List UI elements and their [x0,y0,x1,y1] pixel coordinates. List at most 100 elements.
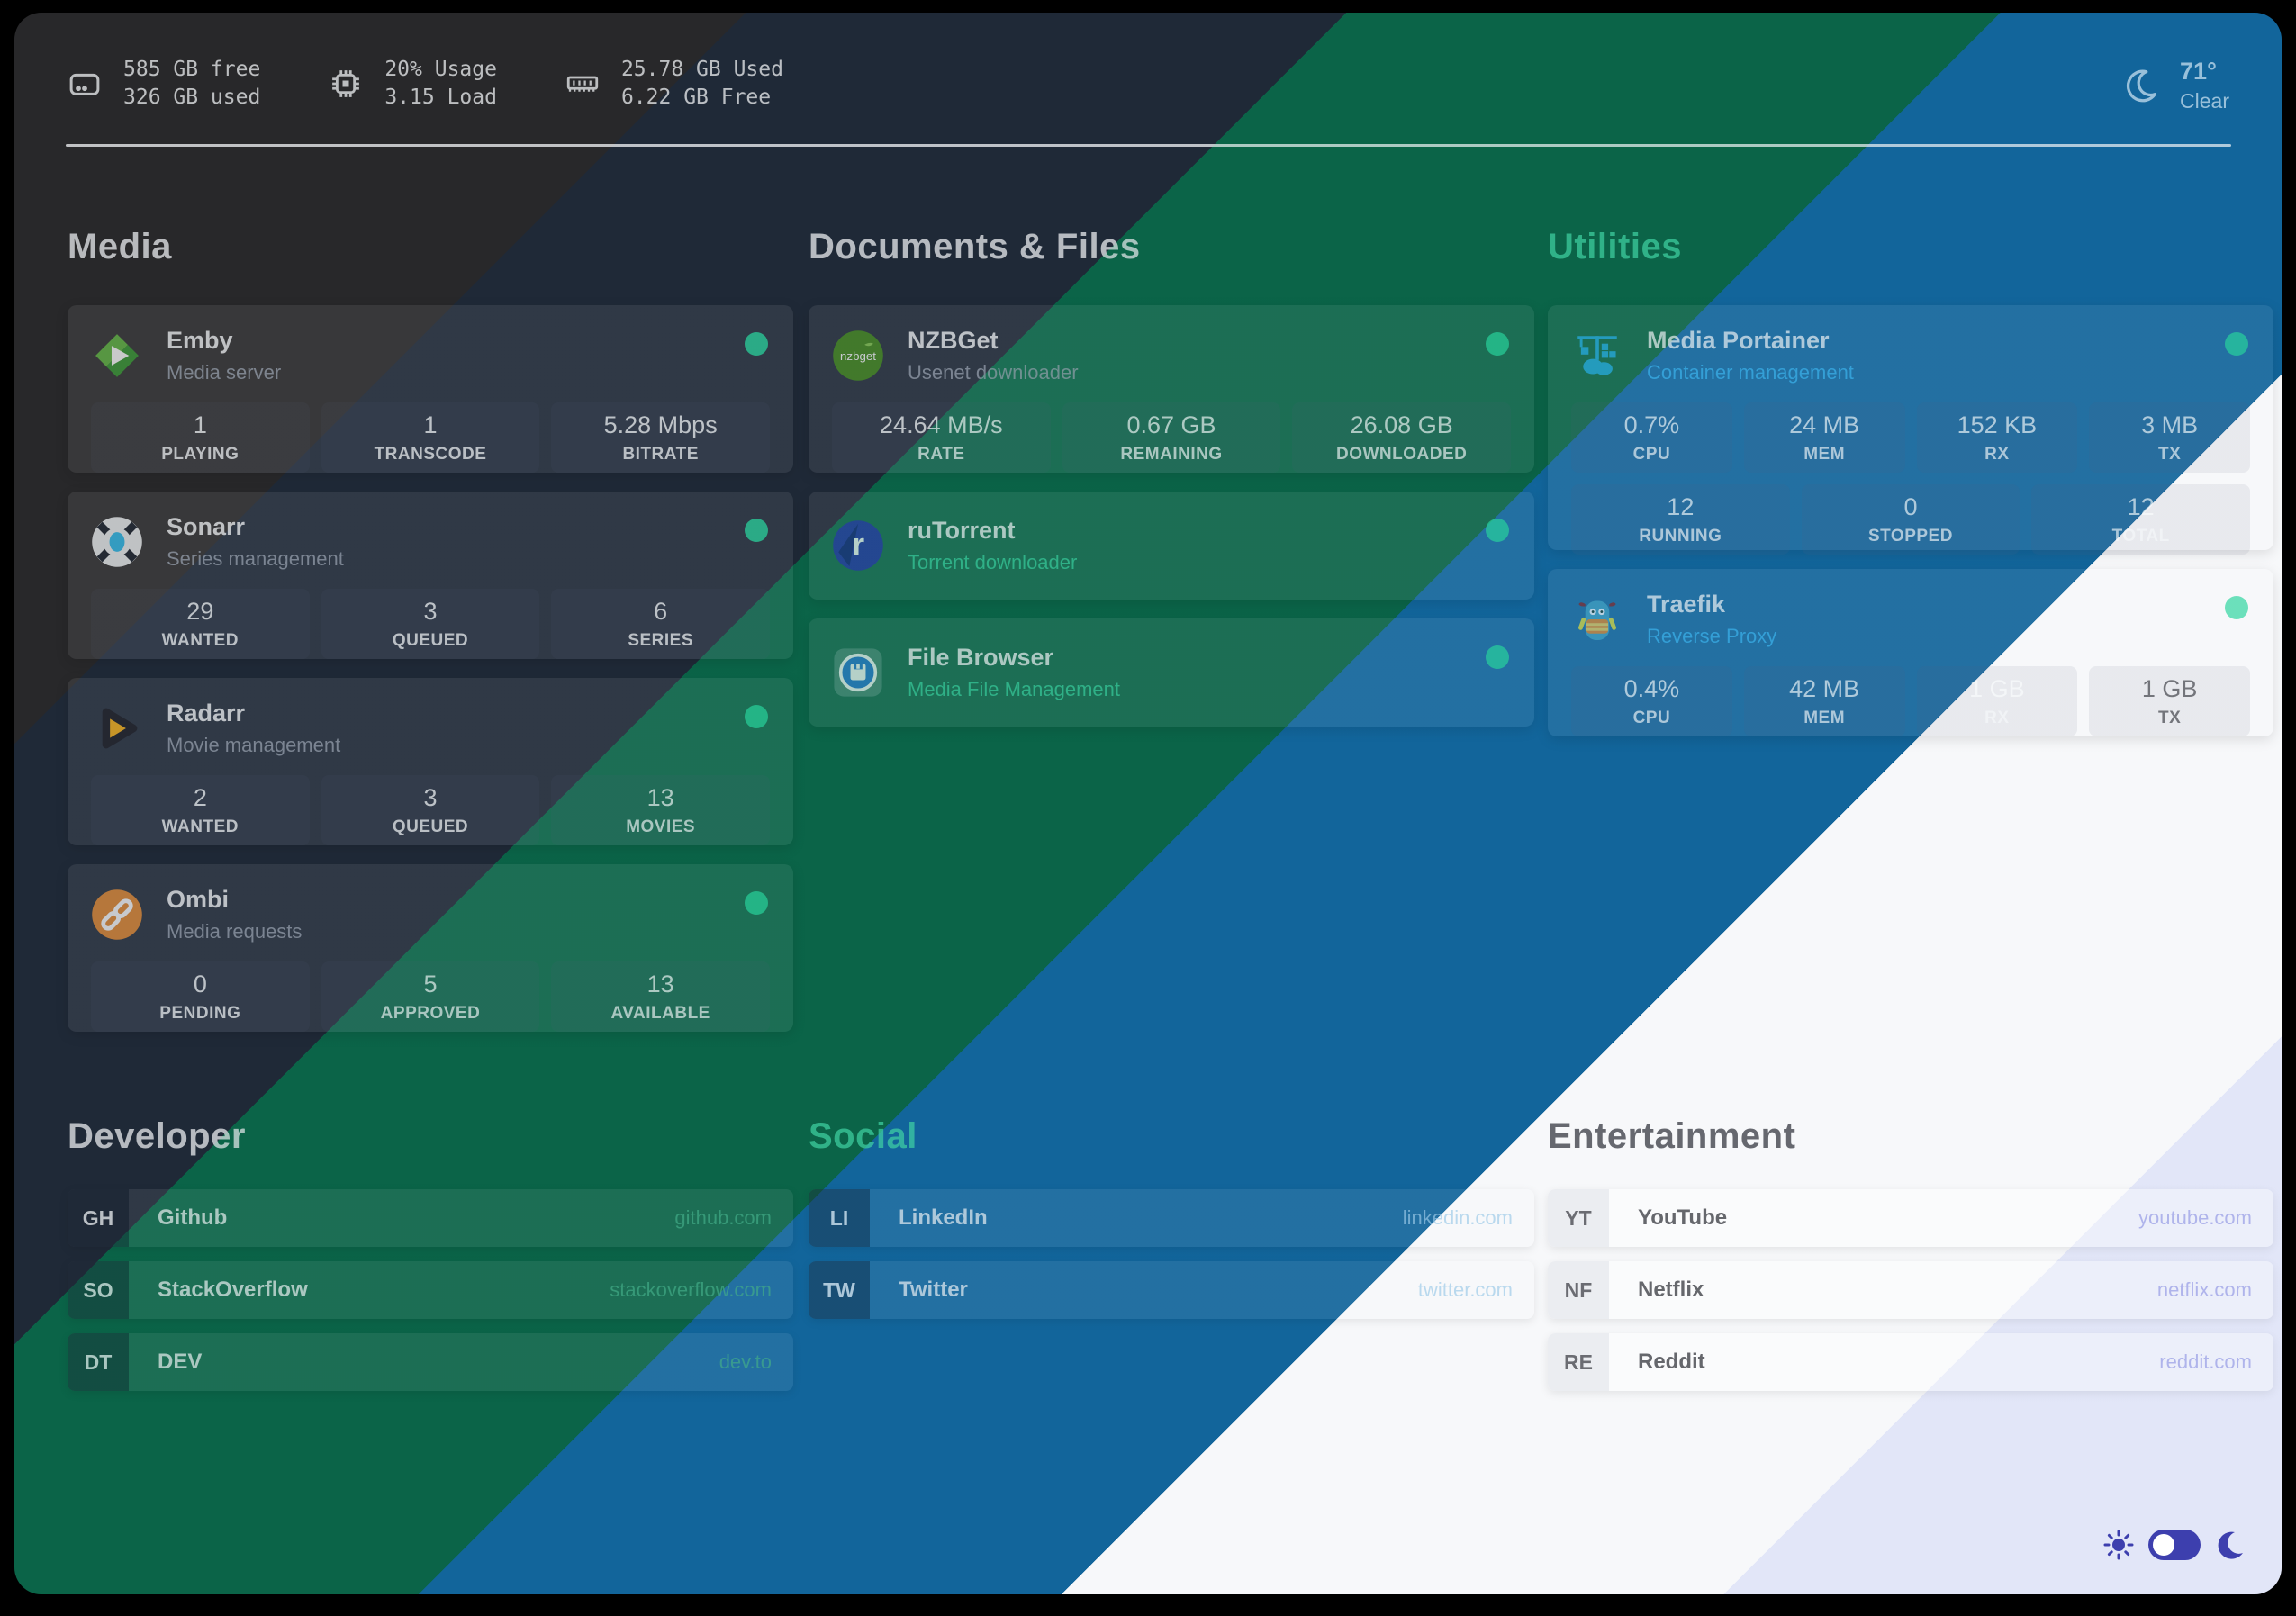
link-url: youtube.com [2138,1206,2252,1229]
service-card-portainer[interactable]: Media Portainer Container management 0.7… [1548,305,2273,555]
link-row-stackoverflow[interactable]: SO StackOverflow stackoverflow.com [68,1261,793,1319]
stat-box: 0.4% CPU [1571,666,1732,736]
link-prefix: NF [1548,1261,1609,1319]
link-url: linkedin.com [1402,1206,1513,1229]
service-title: Radarr [167,700,246,727]
section-title: Social [809,1116,917,1156]
link-row-reddit[interactable]: RE Reddit reddit.com [1548,1333,2273,1391]
link-row-twitter[interactable]: TW Twitter twitter.com [809,1261,1534,1319]
status-dot [1486,519,1509,542]
section-title: Documents & Files [809,227,1141,266]
cpu-load: 3.15 Load [384,86,497,109]
sun-icon[interactable] [2103,1530,2134,1560]
stat-box: 24.64 MB/s RATE [832,402,1051,473]
link-row-linkedin[interactable]: LI LinkedIn linkedin.com [809,1189,1534,1247]
link-label: Github [158,1205,228,1230]
section-media: Media Emby Media server 1 PLAYING 1 TRANSC… [68,227,793,1032]
weather-condition: Clear [2180,89,2229,113]
stat-box: 3 QUEUED [321,589,540,659]
link-row-dev[interactable]: DT DEV dev.to [68,1333,793,1391]
link-prefix: TW [809,1261,870,1319]
stat-box: 1 GB RX [1916,666,2078,736]
stat-box: 152 KB RX [1916,402,2078,473]
link-label: Twitter [899,1277,968,1302]
service-card-ombi[interactable]: Ombi Media requests 0 PENDING 5 APPROVED 1… [68,864,793,1032]
theme-switcher[interactable] [2103,1530,2246,1560]
service-title: Traefik [1647,591,1726,618]
link-url: dev.to [719,1350,772,1373]
link-prefix: RE [1548,1333,1609,1391]
service-subtitle: Usenet downloader [908,361,1079,384]
link-url: stackoverflow.com [610,1278,772,1301]
status-dot [745,519,768,542]
link-row-youtube[interactable]: YT YouTube youtube.com [1548,1189,2273,1247]
link-prefix: GH [68,1189,129,1247]
nzbget-logo-icon: nzbget [832,330,884,382]
section-social: Social LI LinkedIn linkedin.com TW Twitt… [809,1116,1534,1319]
section-title: Utilities [1548,227,1682,266]
header-divider [66,144,2231,147]
moon-icon[interactable] [2215,1530,2246,1560]
stat-box: 1 TRANSCODE [321,402,540,473]
service-subtitle: Media server [167,361,282,384]
link-label: YouTube [1638,1205,1728,1230]
service-subtitle: Series management [167,547,344,570]
section-developer: Developer GH Github github.com SO StackO… [68,1116,793,1391]
service-title: Ombi [167,886,230,913]
link-label: Netflix [1638,1277,1704,1302]
section-title: Entertainment [1548,1116,1796,1156]
svg-text:r: r [852,526,864,563]
service-card-traefik[interactable]: Traefik Reverse Proxy 0.4% CPU 42 MB MEM 1… [1548,569,2273,736]
section-title: Media [68,227,172,266]
link-prefix: LI [809,1189,870,1247]
service-subtitle: Movie management [167,734,341,756]
system-stats-bar: 585 GB free 326 GB used 20% Usage 3.15 Loa… [66,56,783,112]
status-dot [2225,332,2248,356]
ombi-logo-icon [91,889,143,941]
link-row-netflix[interactable]: NF Netflix netflix.com [1548,1261,2273,1319]
stat-box: 6 SERIES [551,589,770,659]
stat-box: 0.67 GB REMAINING [1062,402,1281,473]
weather-temp: 71° [2180,58,2217,85]
section-documents-files: Documents & Files nzbget NZBGet Usenet d… [809,227,1534,727]
stat-box: 42 MB MEM [1743,666,1905,736]
memory-stat: 25.78 GB Used 6.22 GB Free [564,56,783,112]
status-dot [745,332,768,356]
toggle-knob [2153,1534,2174,1556]
status-dot [1486,332,1509,356]
link-label: LinkedIn [899,1205,988,1230]
stat-box: 5.28 Mbps BITRATE [551,402,770,473]
stat-box: 0.7% CPU [1571,402,1732,473]
status-dot [1486,645,1509,669]
service-card-rutorrent[interactable]: r ruTorrent Torrent downloader [809,492,1534,600]
section-utilities: Utilities Media Portainer Container mana… [1548,227,2273,736]
dashboard-screen: 585 GB free 326 GB used 20% Usage 3.15 Loa… [14,13,2282,1594]
service-card-filebrowser[interactable]: File Browser Media File Management [809,618,1534,727]
link-url: reddit.com [2159,1350,2252,1373]
rutorrent-logo-icon: r [832,519,884,572]
stat-box: 0 PENDING [91,961,310,1032]
stat-box: 12 RUNNING [1571,484,1790,555]
link-url: netflix.com [2156,1278,2252,1301]
theme-toggle[interactable] [2148,1530,2201,1560]
stat-box: 12 TOTAL [2031,484,2250,555]
service-card-nzbget[interactable]: nzbget NZBGet Usenet downloader 24.64 MB… [809,305,1534,473]
service-card-emby[interactable]: Emby Media server 1 PLAYING 1 TRANSCODE 5.… [68,305,793,473]
service-title: NZBGet [908,327,999,354]
status-dot [2225,596,2248,619]
service-title: ruTorrent [908,517,1016,544]
link-row-github[interactable]: GH Github github.com [68,1189,793,1247]
service-title: File Browser [908,644,1054,671]
status-dot [745,891,768,915]
service-card-radarr[interactable]: Radarr Movie management 2 WANTED 3 QUEUED … [68,678,793,845]
stat-box: 3 QUEUED [321,775,540,845]
service-card-sonarr[interactable]: Sonarr Series management 29 WANTED 3 QUEUE… [68,492,793,659]
cpu-stat: 20% Usage 3.15 Load [327,56,497,112]
stat-box: 5 APPROVED [321,961,540,1032]
link-label: DEV [158,1350,203,1374]
stat-box: 26.08 GB DOWNLOADED [1292,402,1511,473]
disk-free: 585 GB free [123,58,261,81]
service-title: Media Portainer [1647,327,1830,354]
section-title: Developer [68,1116,246,1156]
disk-used: 326 GB used [123,86,261,109]
